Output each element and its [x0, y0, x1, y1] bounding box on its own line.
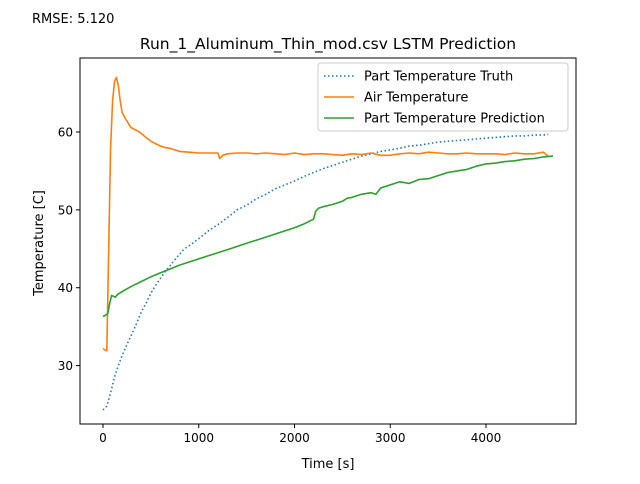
y-axis-label: Temperature [C] — [32, 190, 47, 297]
chart-title: Run_1_Aluminum_Thin_mod.csv LSTM Predict… — [140, 35, 516, 54]
series-line-part-temperature-truth — [102, 133, 549, 411]
x-tick-label: 0 — [99, 431, 107, 445]
series-line-part-temperature-prediction — [102, 155, 554, 318]
legend-box — [317, 62, 569, 132]
rmse-annotation: RMSE: 5.120 — [32, 12, 114, 27]
x-tick-label: 3000 — [375, 431, 406, 445]
y-tick-label: 50 — [58, 203, 73, 217]
legend-label: Air Temperature — [364, 91, 468, 106]
x-tick-label: 2000 — [279, 431, 310, 445]
x-axis-label: Time [s] — [301, 457, 355, 472]
legend: Part Temperature Truth Air Temperature Par… — [317, 62, 569, 132]
legend-label: Part Temperature Truth — [364, 70, 513, 85]
legend-label: Part Temperature Prediction — [364, 112, 545, 127]
series-line-air-temperature — [102, 76, 549, 352]
x-tick-label: 4000 — [471, 431, 502, 445]
y-tick-label: 30 — [58, 359, 73, 373]
x-tick-label: 1000 — [183, 431, 214, 445]
y-tick-label: 60 — [58, 125, 73, 139]
plot-lines — [102, 76, 554, 411]
plot-frame — [79, 57, 577, 425]
axis-ticks: 0 1000 2000 3000 4000 30 40 50 60 — [58, 125, 502, 445]
y-tick-label: 40 — [58, 281, 73, 295]
